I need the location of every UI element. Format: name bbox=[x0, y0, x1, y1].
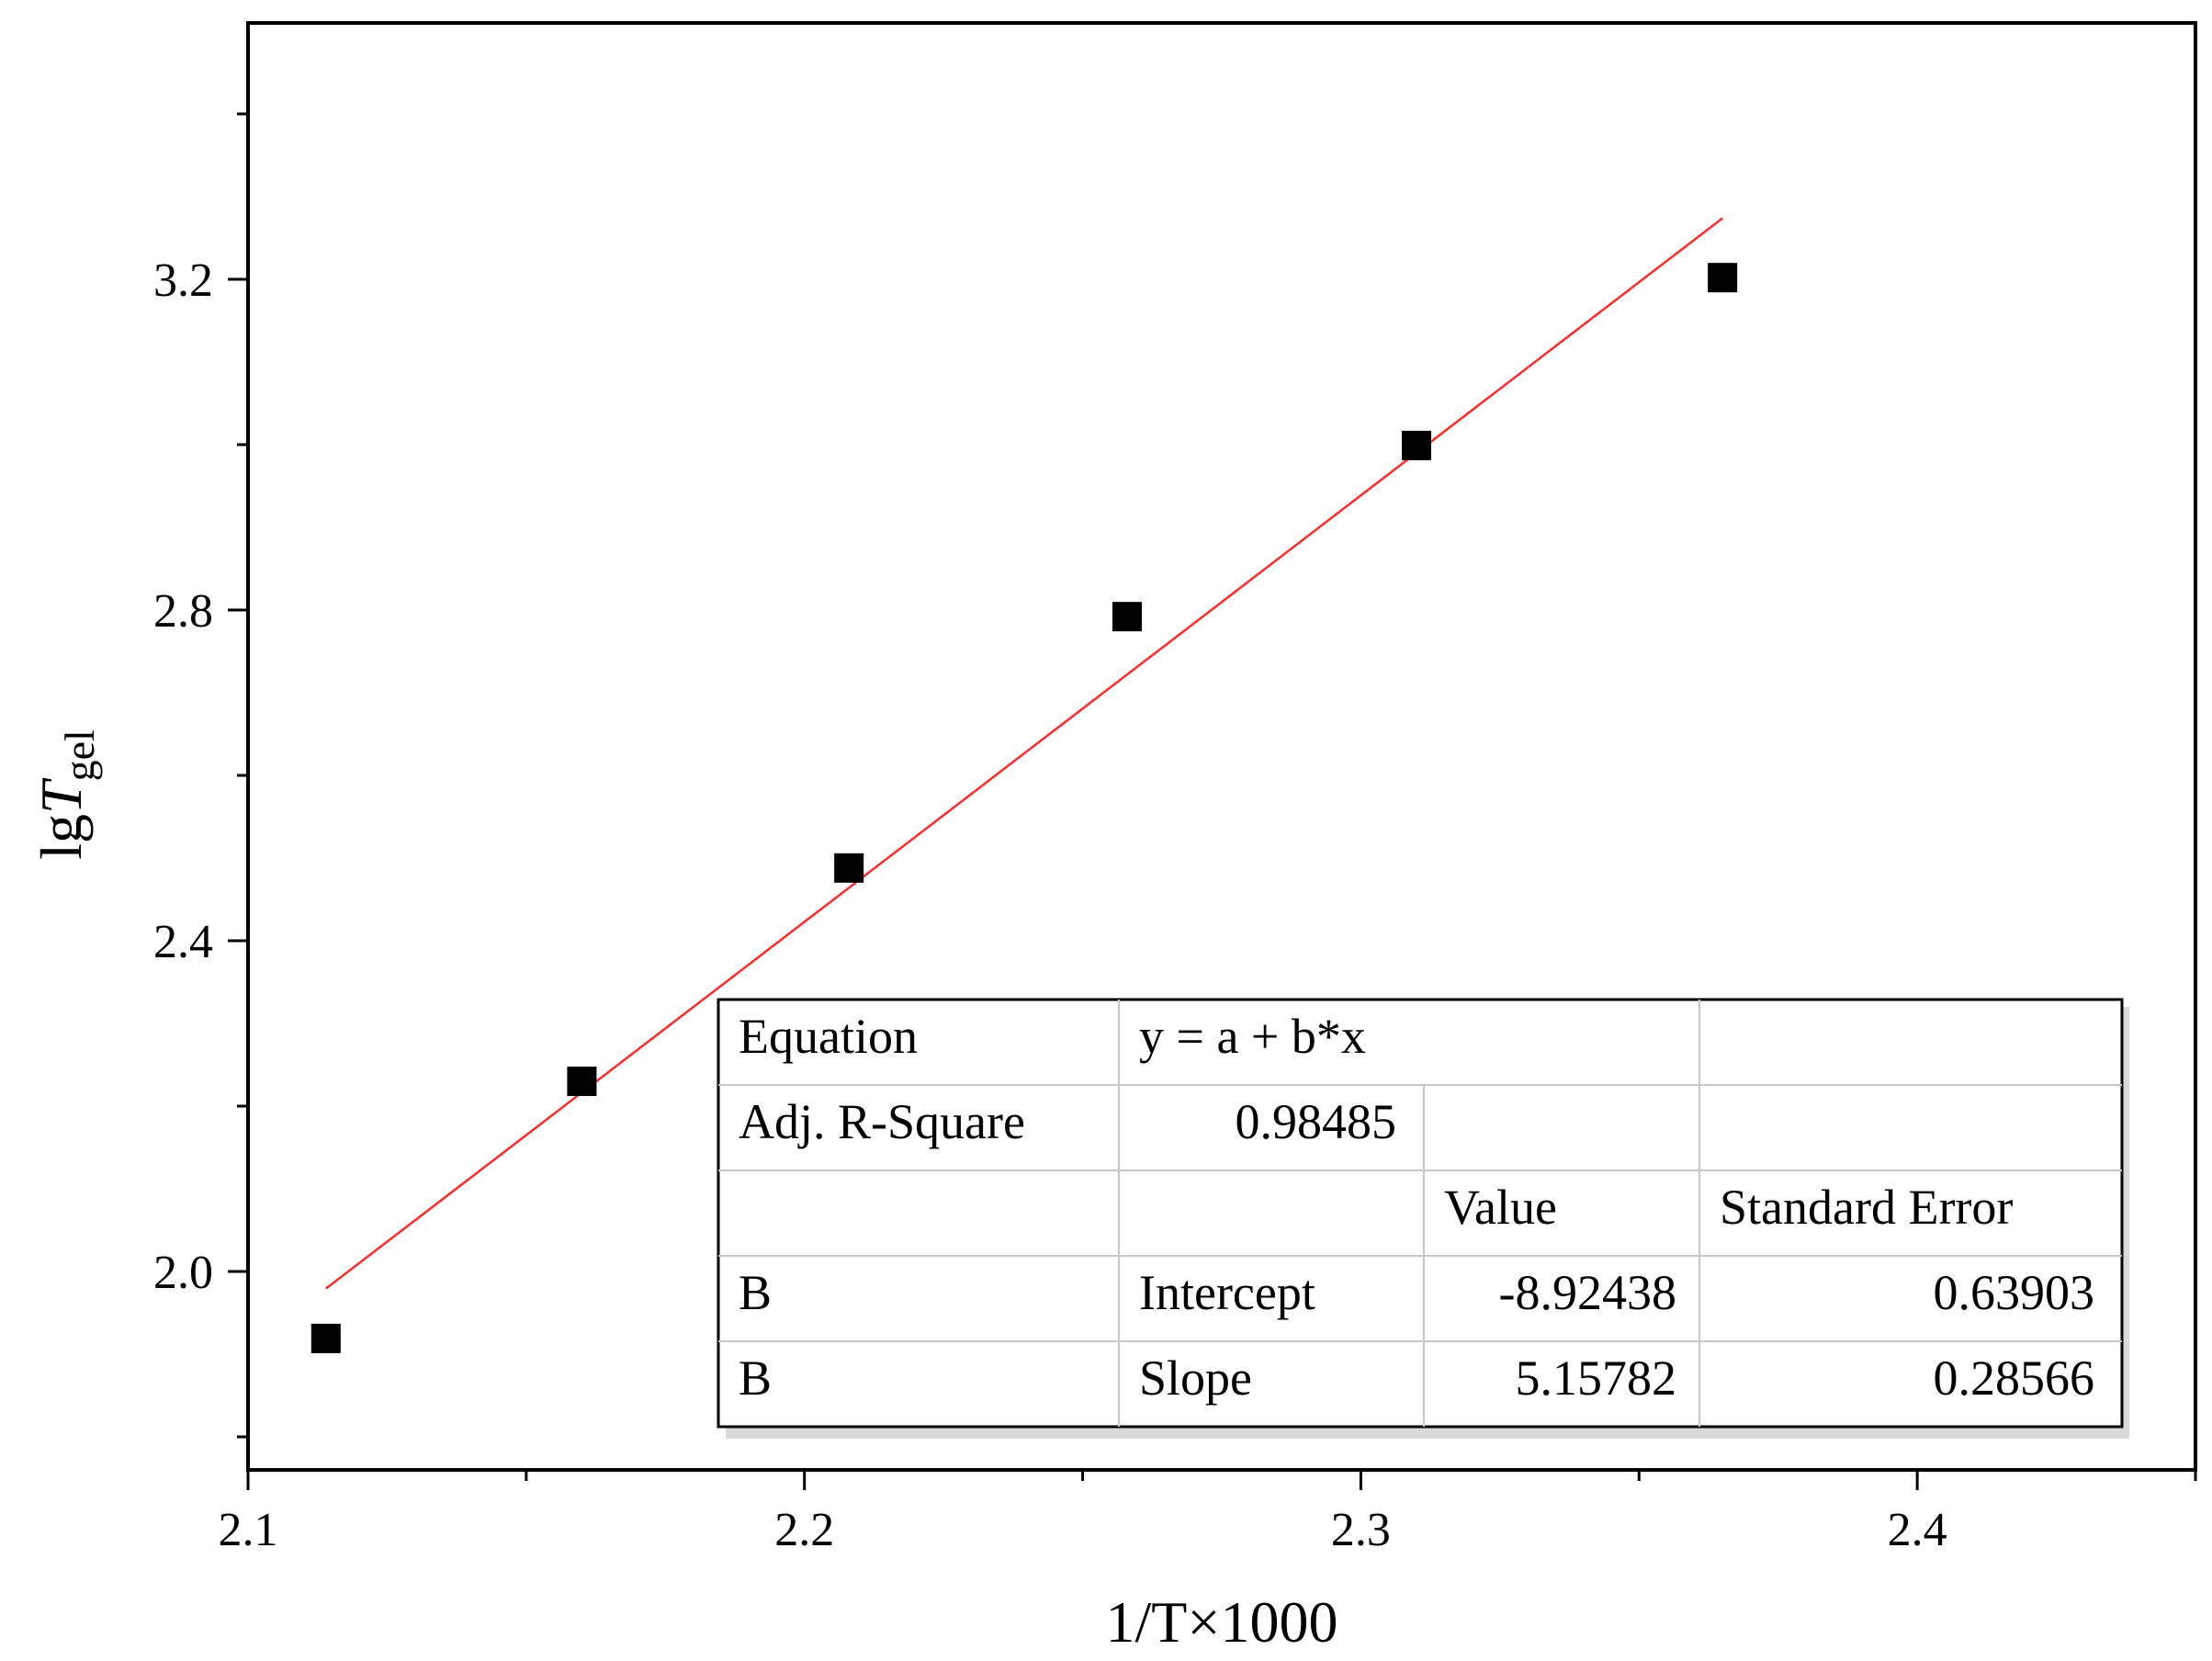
row1-series: B bbox=[739, 1265, 772, 1320]
r-square-value: 0.98485 bbox=[1236, 1094, 1397, 1149]
y-axis-title-variable: T bbox=[28, 777, 94, 814]
row2-stderr: 0.28566 bbox=[1934, 1350, 2095, 1406]
row2-value: 5.15782 bbox=[1516, 1350, 1677, 1406]
row2-param: Slope bbox=[1139, 1350, 1252, 1406]
value-header: Value bbox=[1444, 1180, 1557, 1235]
y-tick-label: 2.0 bbox=[153, 1247, 213, 1299]
y-tick-label: 2.8 bbox=[153, 585, 213, 638]
row1-param: Intercept bbox=[1139, 1265, 1315, 1320]
data-point bbox=[310, 1323, 341, 1353]
data-point bbox=[567, 1067, 597, 1096]
y-tick-label: 3.2 bbox=[153, 254, 213, 307]
r-square-label: Adj. R-Square bbox=[739, 1094, 1025, 1149]
fit-results-table: Equation y = a + b*x Adj. R-Square 0.984… bbox=[717, 998, 2129, 1439]
stderr-header: Standard Error bbox=[1720, 1180, 2013, 1235]
data-points bbox=[310, 263, 1738, 1353]
equation-value: y = a + b*x bbox=[1139, 1009, 1366, 1064]
y-tick-label: 2.4 bbox=[153, 916, 213, 968]
row2-series: B bbox=[739, 1350, 772, 1406]
row1-value: -8.92438 bbox=[1499, 1265, 1676, 1320]
equation-label: Equation bbox=[739, 1009, 918, 1064]
y-axis-title-subscript: gel bbox=[56, 729, 103, 781]
x-tick-label: 2.1 bbox=[219, 1504, 278, 1556]
x-tick-label: 2.3 bbox=[1331, 1504, 1391, 1556]
x-tick-label: 2.2 bbox=[774, 1504, 834, 1556]
fit-line-layer bbox=[325, 217, 1723, 1290]
y-axis-title: lgTgel bbox=[28, 729, 103, 860]
y-axis-title-main: lg bbox=[28, 814, 94, 860]
fit-line bbox=[325, 217, 1723, 1290]
data-point bbox=[1402, 430, 1431, 460]
data-point bbox=[1708, 263, 1738, 293]
x-axis-title: 1/T×1000 bbox=[1106, 1589, 1338, 1655]
x-tick-label: 2.4 bbox=[1888, 1504, 1947, 1556]
table-frame bbox=[717, 998, 2124, 1429]
data-point bbox=[1112, 602, 1143, 632]
row1-stderr: 0.63903 bbox=[1934, 1265, 2095, 1320]
table-grid-lines bbox=[718, 1000, 2122, 1427]
data-point bbox=[834, 853, 864, 883]
plot-frame bbox=[246, 21, 2197, 1472]
axis-ticks: 2.1 2.2 2.3 2.4 2.0 2.4 2.8 3.2 bbox=[153, 112, 2197, 1556]
